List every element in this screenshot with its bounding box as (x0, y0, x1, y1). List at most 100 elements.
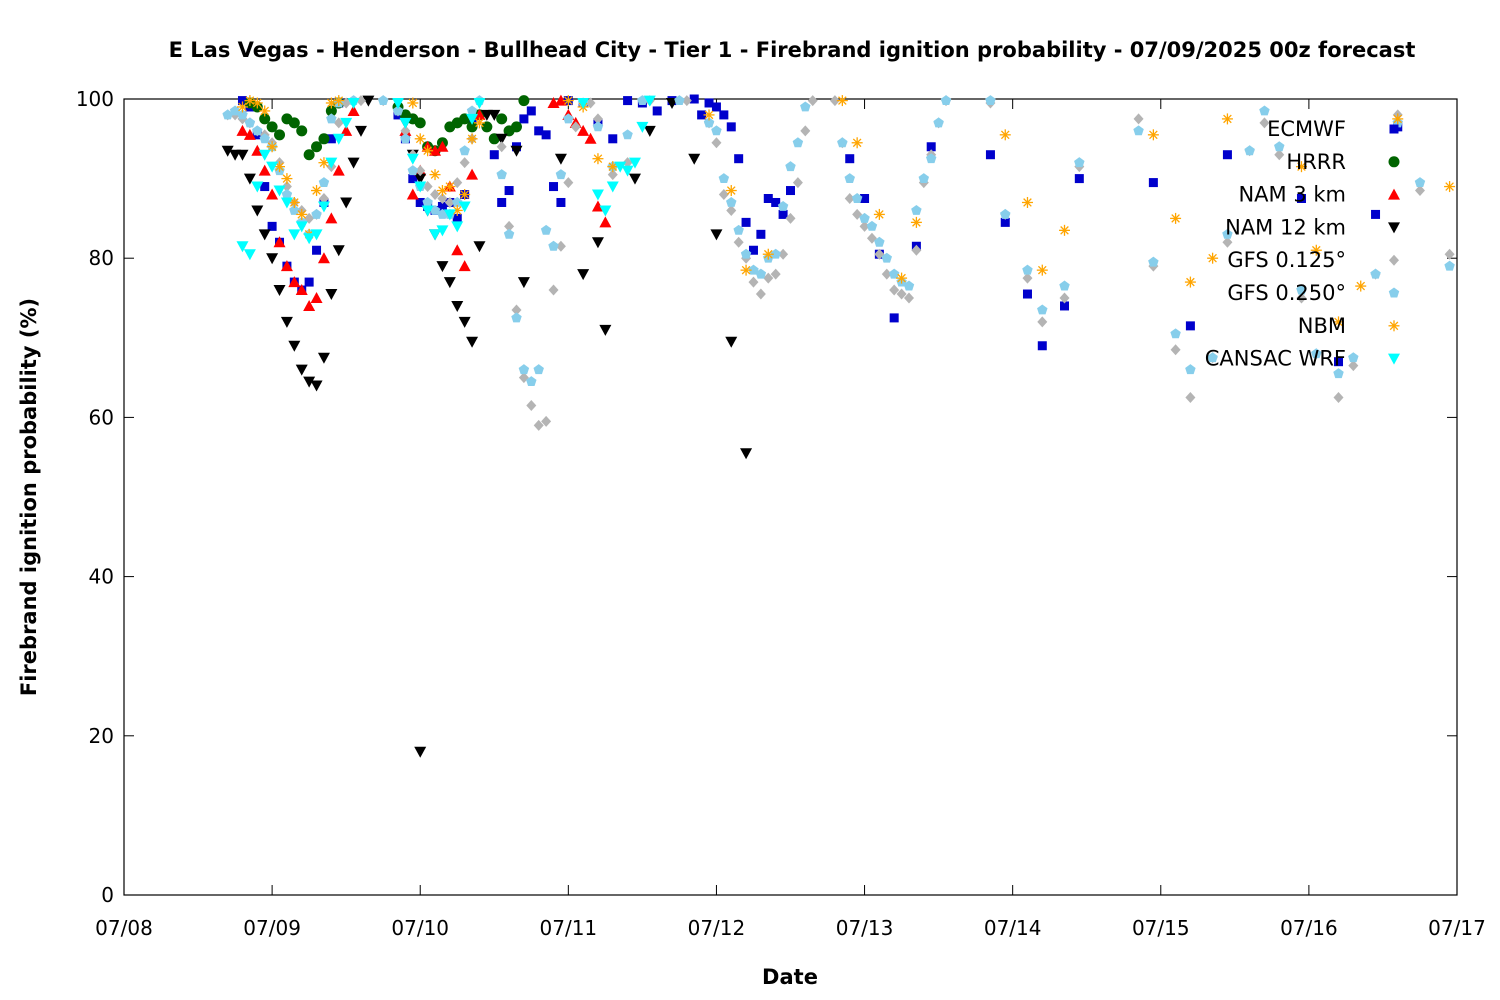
data-point (295, 284, 308, 296)
data-point (1259, 105, 1270, 116)
data-point (311, 185, 323, 197)
y-tick-label: 0 (101, 883, 114, 907)
data-point (1311, 348, 1322, 359)
data-point (1147, 129, 1159, 141)
data-point (459, 157, 470, 169)
data-point (526, 106, 536, 116)
data-point (436, 225, 449, 237)
data-point (556, 197, 566, 207)
legend-marker (1388, 353, 1400, 365)
data-point (362, 95, 375, 107)
data-point (726, 122, 736, 132)
legend-marker (1388, 287, 1400, 298)
data-point (317, 201, 330, 213)
data-point (1059, 292, 1070, 304)
data-point (443, 209, 456, 221)
data-point (748, 276, 759, 288)
data-point (473, 108, 486, 120)
data-point (1148, 178, 1158, 188)
data-point (1036, 264, 1048, 276)
data-point (1170, 328, 1181, 339)
data-point (266, 121, 278, 133)
data-point (718, 189, 729, 201)
data-point (429, 229, 442, 241)
data-point (926, 142, 936, 152)
data-point (599, 216, 612, 228)
data-point (703, 109, 715, 121)
data-point (266, 141, 278, 153)
data-point (473, 97, 486, 109)
data-point (332, 164, 345, 176)
data-point (1133, 125, 1144, 136)
x-tick-label: 07/08 (95, 916, 153, 940)
data-point (280, 260, 293, 272)
data-point (325, 157, 338, 169)
y-axis-label: Firebrand ignition probability (%) (17, 298, 41, 696)
data-point (785, 161, 796, 172)
data-point (592, 121, 604, 132)
legend-label: CANSAC WRF (1205, 347, 1346, 371)
data-point (452, 196, 463, 207)
data-point (400, 125, 411, 137)
data-point (296, 208, 308, 220)
y-tick-label: 80 (89, 246, 114, 270)
data-point (1371, 209, 1381, 219)
data-point (243, 173, 256, 185)
data-point (726, 196, 737, 207)
data-point (414, 117, 426, 129)
data-point (1170, 212, 1182, 224)
data-point (1274, 149, 1285, 161)
data-point (317, 252, 330, 264)
data-point (689, 94, 699, 104)
data-point (636, 121, 649, 133)
data-point (541, 415, 552, 427)
data-point (1059, 224, 1071, 236)
data-point (466, 113, 479, 125)
data-point (289, 204, 300, 215)
x-tick-label: 07/13 (836, 916, 894, 940)
data-point (643, 95, 656, 107)
data-point (318, 157, 330, 169)
data-point (1170, 344, 1181, 356)
data-point (910, 216, 922, 228)
data-point (318, 177, 330, 188)
data-point (563, 177, 574, 189)
data-point (755, 288, 766, 300)
data-point (325, 289, 338, 301)
data-point (599, 324, 612, 336)
data-point (777, 200, 789, 211)
data-point (785, 212, 796, 224)
data-point (236, 124, 249, 136)
data-point (325, 97, 337, 109)
data-point (392, 105, 404, 116)
data-point (280, 316, 293, 328)
data-points (221, 94, 1456, 758)
data-point (1296, 292, 1307, 304)
data-point (755, 268, 767, 279)
y-tick-label: 100 (76, 87, 114, 111)
data-point (251, 205, 264, 217)
data-point (466, 168, 479, 180)
data-point (1222, 150, 1232, 160)
data-point (236, 149, 249, 161)
data-point (756, 229, 766, 239)
data-point (844, 173, 855, 184)
data-point (258, 229, 271, 241)
data-point (1185, 364, 1196, 375)
data-point (347, 97, 360, 109)
data-point (1221, 113, 1233, 125)
data-point (628, 173, 641, 185)
data-point (451, 244, 464, 256)
data-point (266, 253, 279, 265)
data-point (548, 240, 559, 251)
data-point (792, 177, 803, 189)
x-tick-label: 07/17 (1428, 916, 1486, 940)
data-point (555, 240, 566, 252)
legend-label: GFS 0.125° (1227, 248, 1346, 272)
data-point (252, 125, 263, 136)
data-point (288, 196, 300, 208)
data-point (304, 277, 314, 287)
data-point (340, 197, 353, 209)
legend-label: ECMWF (1267, 117, 1346, 141)
data-point (770, 268, 781, 280)
